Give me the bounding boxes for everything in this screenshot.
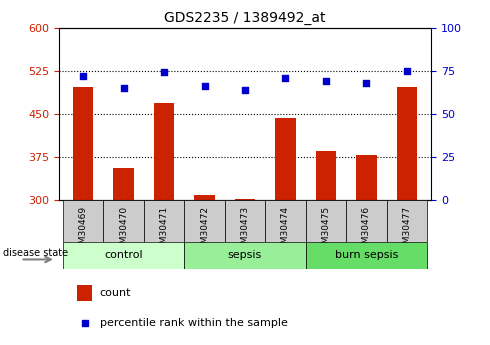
FancyBboxPatch shape (63, 241, 184, 269)
Text: GSM30472: GSM30472 (200, 206, 209, 255)
Point (363, 80, 370, 86)
Text: sepsis: sepsis (228, 250, 262, 260)
Bar (154, 104, 174, 200)
Text: GSM30475: GSM30475 (321, 206, 330, 255)
Title: GDS2235 / 1389492_at: GDS2235 / 1389492_at (164, 11, 326, 25)
FancyBboxPatch shape (103, 200, 144, 242)
Text: GSM30477: GSM30477 (402, 206, 412, 255)
Point (120, 85, 127, 91)
Bar (397, 87, 417, 200)
Text: GSM30470: GSM30470 (119, 206, 128, 255)
Bar (73, 87, 93, 200)
FancyBboxPatch shape (306, 200, 346, 242)
Point (403, 68, 411, 73)
FancyBboxPatch shape (144, 200, 184, 242)
Bar (235, 199, 255, 200)
FancyBboxPatch shape (306, 241, 427, 269)
Point (241, 87, 249, 92)
FancyBboxPatch shape (184, 241, 306, 269)
Text: GSM30473: GSM30473 (241, 206, 249, 255)
Bar (77, 285, 92, 301)
Point (79, 73, 87, 79)
Bar (275, 118, 295, 200)
FancyBboxPatch shape (225, 200, 265, 242)
Text: GSM30474: GSM30474 (281, 206, 290, 255)
FancyBboxPatch shape (63, 200, 103, 242)
Text: GSM30469: GSM30469 (78, 206, 88, 255)
Bar (195, 196, 215, 200)
Text: control: control (104, 250, 143, 260)
FancyBboxPatch shape (346, 200, 387, 242)
Text: GSM30471: GSM30471 (160, 206, 169, 255)
Text: GSM30476: GSM30476 (362, 206, 371, 255)
FancyBboxPatch shape (184, 200, 225, 242)
Point (160, 70, 168, 75)
Bar (316, 151, 336, 200)
Bar (114, 168, 134, 200)
Text: burn sepsis: burn sepsis (335, 250, 398, 260)
Text: disease state: disease state (3, 248, 68, 258)
Point (322, 78, 330, 84)
Point (81, 320, 89, 325)
Text: percentile rank within the sample: percentile rank within the sample (100, 318, 288, 327)
FancyBboxPatch shape (387, 200, 427, 242)
Text: count: count (100, 288, 131, 298)
FancyBboxPatch shape (265, 200, 306, 242)
Bar (356, 155, 376, 200)
Point (200, 83, 208, 89)
Point (282, 75, 290, 80)
